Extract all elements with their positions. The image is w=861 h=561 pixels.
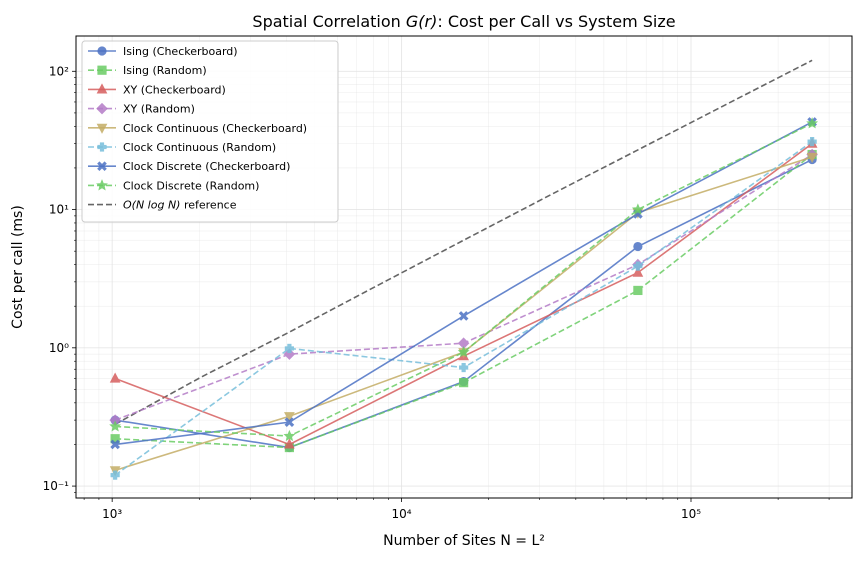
legend-item: XY (Checkerboard): [88, 83, 226, 96]
legend-label: Clock Discrete (Checkerboard): [123, 160, 290, 173]
x-tick-label: 10⁵: [681, 507, 701, 521]
marker-shape: [96, 102, 108, 115]
legend-label: Clock Discrete (Random): [123, 179, 259, 192]
legend-item: Ising (Random): [88, 64, 207, 77]
marker-shape: [96, 123, 108, 134]
marker-shape: [97, 65, 107, 75]
legend-item: Clock Discrete (Checkerboard): [88, 160, 290, 173]
data-point: [284, 343, 294, 354]
reference-line: [114, 59, 813, 425]
marker-shape: [110, 439, 120, 450]
data-point: [284, 417, 295, 427]
series-5: [110, 137, 817, 480]
marker-shape: [284, 438, 295, 449]
legend-swatch-marker: [97, 46, 107, 56]
legend-item-reference: O(N log N) reference: [88, 199, 237, 212]
data-point: [109, 372, 121, 383]
data-point: [284, 412, 295, 423]
data-point: [457, 345, 470, 358]
legend-item: Clock Continuous (Checkerboard): [88, 122, 307, 135]
data-point: [807, 137, 817, 147]
legend-item: Clock Continuous (Random): [88, 141, 276, 154]
marker-shape: [97, 161, 107, 172]
marker-shape: [283, 429, 296, 442]
legend-box: [81, 40, 339, 223]
legend-item: XY (Random): [88, 103, 195, 116]
data-point: [631, 203, 644, 215]
legend-swatch-marker: [96, 179, 108, 191]
data-point: [633, 285, 643, 296]
legend-swatch-marker: [96, 83, 108, 94]
data-point: [458, 311, 469, 321]
marker-shape: [283, 348, 296, 360]
data-point: [459, 362, 469, 373]
data-point: [632, 266, 644, 277]
legend-label: Clock Continuous (Checkerboard): [123, 122, 307, 135]
y-tick-label: 10¹: [49, 203, 69, 217]
marker-shape: [635, 261, 640, 271]
legend-label: XY (Checkerboard): [123, 83, 226, 96]
plot-frame: [75, 35, 853, 499]
marker-shape: [459, 378, 469, 388]
legend-label: Ising (Random): [123, 64, 207, 77]
marker-shape: [284, 417, 295, 427]
data-point: [109, 420, 122, 432]
data-point: [806, 152, 818, 164]
legend-swatch-marker: [97, 142, 107, 152]
data-point: [633, 261, 643, 271]
marker-shape: [99, 142, 105, 152]
data-point: [283, 429, 296, 442]
y-tick-label: 10⁻¹: [43, 479, 70, 493]
y-tick-label: 10⁰: [49, 341, 69, 355]
legend-swatch-marker: [97, 65, 107, 75]
series-line: [115, 122, 813, 437]
marker-shape: [96, 83, 108, 94]
marker-shape: [633, 241, 643, 252]
x-axis-label: Number of Sites N = L²: [383, 533, 545, 549]
marker-shape: [287, 343, 292, 354]
data-point: [283, 348, 296, 360]
marker-shape: [96, 179, 108, 191]
data-point: [110, 439, 120, 450]
data-point: [806, 117, 819, 129]
series-7: [109, 117, 819, 442]
marker-shape: [284, 412, 295, 423]
marker-shape: [109, 420, 122, 432]
marker-shape: [631, 203, 644, 215]
series-group: [109, 59, 819, 480]
legend-swatch-marker: [96, 102, 108, 115]
y-tick-label: 10²: [49, 64, 69, 78]
legend: Ising (Checkerboard) Ising (Random) XY (Ch…: [81, 40, 339, 223]
legend-label: Clock Continuous (Random): [123, 141, 276, 154]
marker-shape: [97, 46, 107, 56]
marker-shape: [113, 470, 118, 480]
legend-label: O(N log N) reference: [123, 199, 237, 212]
y-axis-label: Cost per call (ms): [10, 205, 26, 329]
axis-ticks: 10³ 10⁴ 10⁵ 10⁻¹ 10⁰ 10¹ 10²: [43, 64, 830, 521]
legend-label: XY (Random): [123, 103, 195, 116]
marker-shape: [109, 372, 121, 383]
legend-item: Clock Discrete (Random): [88, 179, 259, 192]
marker-shape: [457, 345, 470, 358]
legend-item: Ising (Checkerboard): [88, 45, 238, 58]
legend-label: Ising (Checkerboard): [123, 45, 238, 58]
data-point: [110, 470, 120, 480]
x-tick-label: 10³: [102, 507, 122, 521]
marker-shape: [806, 117, 819, 129]
x-tick-label: 10⁴: [392, 507, 412, 521]
data-point: [633, 241, 643, 252]
data-point: [284, 438, 295, 449]
marker-shape: [633, 285, 643, 296]
marker-shape: [806, 152, 818, 164]
legend-swatch-marker: [97, 161, 107, 172]
data-point: [459, 378, 469, 388]
marker-shape: [461, 362, 466, 373]
marker-shape: [810, 137, 815, 147]
marker-shape: [458, 311, 469, 321]
legend-swatch-marker: [96, 123, 108, 134]
chart-title: Spatial Correlation G(r): Cost per Call …: [252, 12, 675, 31]
marker-shape: [632, 266, 644, 277]
